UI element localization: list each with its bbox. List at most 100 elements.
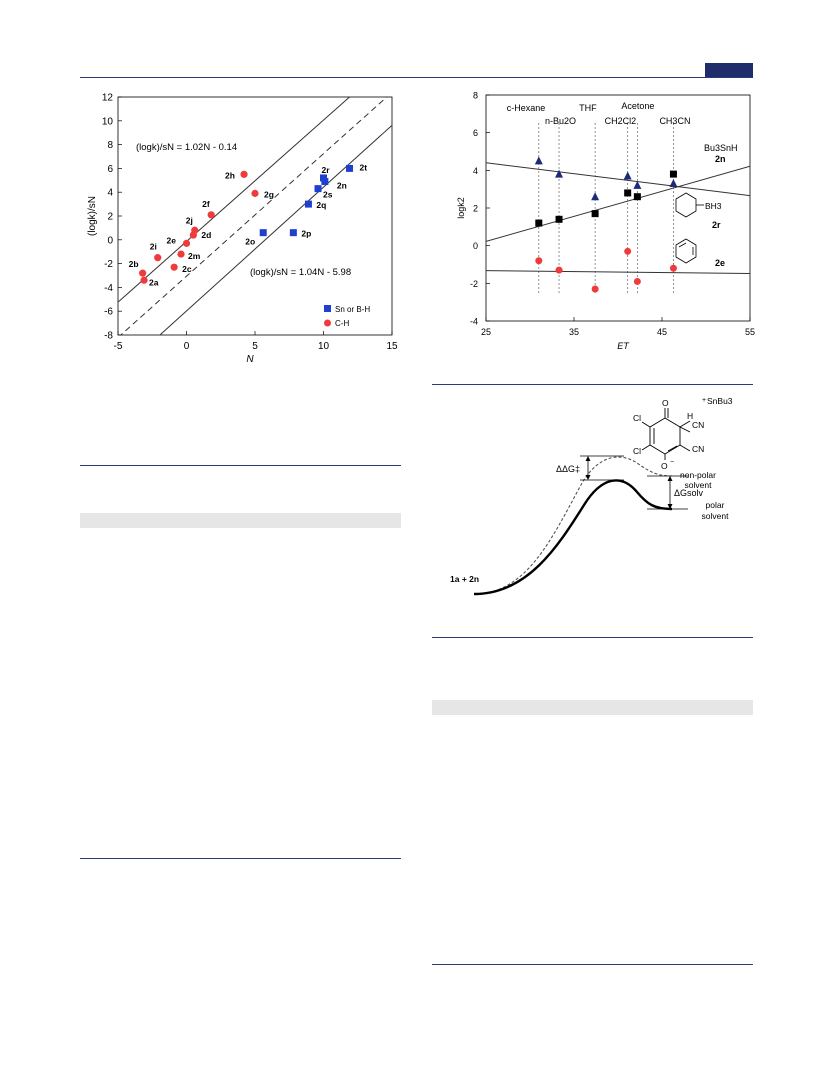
y-tick-label: -8 <box>104 331 113 342</box>
table-header-band <box>432 700 753 715</box>
data-point-2b <box>139 269 147 277</box>
data-point-2n <box>633 193 641 201</box>
point-label-2f: 2f <box>202 199 210 209</box>
fit-line <box>118 97 351 303</box>
x-tick-label: 35 <box>569 327 579 337</box>
data-point-2r <box>555 169 564 178</box>
data-point-2h <box>240 170 248 178</box>
atom-h: H <box>687 411 693 421</box>
x-tick-label: 5 <box>252 341 258 352</box>
data-point-2e <box>555 266 563 274</box>
equation-upper: (logk)/sN = 1.02N - 0.14 <box>136 142 237 153</box>
nonpolar-label-1: non-polar <box>680 470 716 480</box>
y-tick-label: 12 <box>102 93 114 104</box>
legend-marker-red <box>324 319 331 327</box>
point-label-2j: 2j <box>186 215 193 225</box>
solvent-label: CH2Cl2 <box>605 116 637 126</box>
plot-frame <box>117 96 393 336</box>
point-label-2d: 2d <box>201 230 211 240</box>
x-tick-label: 45 <box>657 327 667 337</box>
y-tick-label: 0 <box>107 235 113 246</box>
point-label-2h: 2h <box>225 170 235 180</box>
data-point-2e <box>624 247 632 255</box>
data-point-2e <box>633 277 641 285</box>
y-tick-label: -2 <box>470 279 478 289</box>
legend-label: Sn or B-H <box>335 305 370 314</box>
x-tick-label: 0 <box>184 341 190 352</box>
y-axis-label: (logk)/sN <box>87 196 98 236</box>
solvent-label: Acetone <box>621 101 654 111</box>
data-point-2f <box>207 211 215 219</box>
data-point-2r <box>669 179 678 188</box>
point-label-2o: 2o <box>245 237 255 247</box>
figure-solvent-plot: 8 6 4 2 0 -2 -425 35 45 55 ET logk2 c-Hexane n-Bu2OTH… <box>456 91 755 352</box>
data-point-2n <box>591 210 599 218</box>
figure-energy-profile: ΔΔG‡ ΔGsolv non-polar solvent polar solv… <box>450 396 733 596</box>
atom-o: O <box>662 398 669 408</box>
data-point-2p <box>289 229 297 237</box>
atom-cn2: CN <box>692 444 704 454</box>
data-point-2r <box>591 192 600 201</box>
section-rule <box>80 858 401 859</box>
equation-lower: (logk)/sN = 1.04N - 5.98 <box>250 267 351 278</box>
data-point-2e <box>182 239 191 247</box>
atom-cn1: CN <box>692 420 704 430</box>
point-label-2n: 2n <box>337 180 347 190</box>
section-rule <box>80 465 401 466</box>
data-point-2r <box>623 171 632 180</box>
data-point-2a <box>140 276 148 284</box>
polar-curve <box>473 479 673 596</box>
atom-om: O <box>661 461 668 471</box>
series-label-2e: 2e <box>715 258 725 268</box>
y-tick-label: 8 <box>107 140 113 151</box>
x-tick-label: 10 <box>318 341 330 352</box>
header-rule <box>80 77 753 78</box>
section-rule <box>432 637 753 638</box>
table-header-band <box>80 513 401 528</box>
data-point-2g <box>251 189 259 197</box>
data-point-2e <box>535 257 543 265</box>
point-label-2r: 2r <box>322 165 331 175</box>
y-tick-label: 4 <box>107 188 113 199</box>
series-label-2n: 2n <box>715 154 726 164</box>
point-label-2q: 2q <box>316 200 326 210</box>
y-tick-label: 2 <box>473 204 478 214</box>
data-point-2n <box>624 189 632 197</box>
x-tick-label: 55 <box>745 327 755 337</box>
bh3-label: BH3 <box>705 201 722 211</box>
fit-line <box>486 270 750 274</box>
header-tab <box>705 63 753 77</box>
data-point-2n <box>321 177 329 185</box>
plus-sign: + <box>702 397 706 404</box>
section-rule <box>432 384 753 385</box>
solvent-label: n-Bu2O <box>545 116 576 126</box>
reactants-label: 1a + 2n <box>450 574 479 584</box>
minus-sign: − <box>670 459 674 466</box>
polar-label-2: solvent <box>702 511 730 521</box>
bu3snh-label: Bu3SnH <box>704 143 738 153</box>
y-tick-label: 8 <box>473 91 478 101</box>
solvent-label: c-Hexane <box>507 103 546 113</box>
y-tick-label: -6 <box>104 307 113 318</box>
point-label-2t: 2t <box>360 162 368 172</box>
point-label-2c: 2c <box>182 264 192 274</box>
nonpolar-label-2: solvent <box>685 480 713 490</box>
point-label-2b: 2b <box>129 259 139 269</box>
data-point-2r <box>320 174 327 182</box>
x-tick-label: 25 <box>481 327 491 337</box>
legend-label: C-H <box>335 319 349 328</box>
data-point-2n <box>669 170 677 178</box>
y-tick-label: 6 <box>107 164 113 175</box>
solvent-label: CH3CN <box>659 116 690 126</box>
data-point-2o <box>259 229 267 237</box>
data-point-2t <box>346 164 354 172</box>
fit-line <box>486 162 750 197</box>
point-label-2g: 2g <box>264 189 274 199</box>
data-point-2q <box>304 200 312 208</box>
y-tick-label: -2 <box>104 259 113 270</box>
x-tick-label: -5 <box>114 341 123 352</box>
figure-nucleophilicity-plot: 12 10 8 6 4 2 0 -2 -4 -6 -8-5 0 5 10 15 N (logk)/sN 2o 2p 2… <box>87 93 398 366</box>
molecule-structure <box>641 408 691 460</box>
cyclohexadiene-icon <box>675 238 697 264</box>
atom-cl1: Cl <box>633 413 641 423</box>
